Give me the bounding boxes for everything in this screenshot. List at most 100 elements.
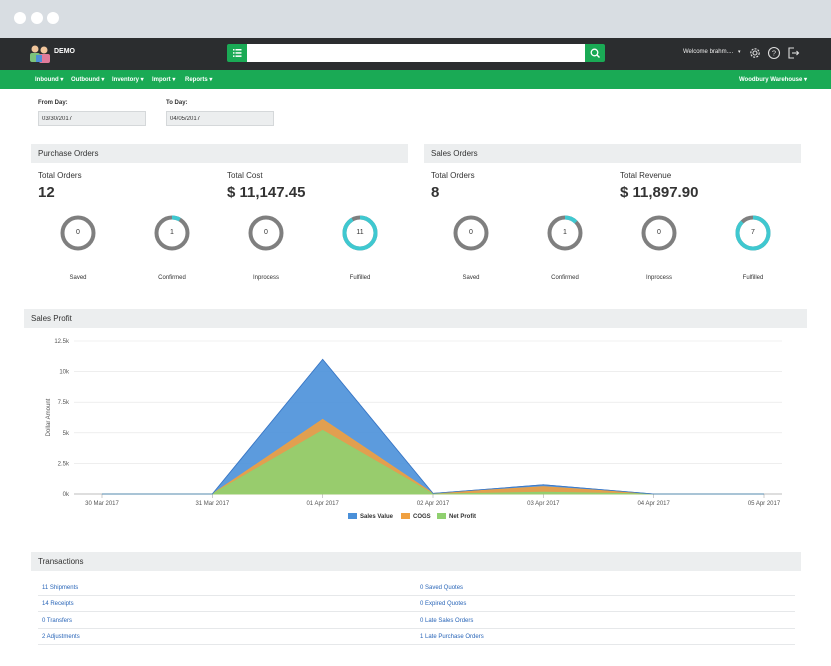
sales-orders-header: Sales Orders (424, 144, 801, 163)
table-row (38, 580, 795, 596)
transactions-title: Transactions (38, 557, 84, 566)
po-donut-inprocess[interactable]: 0 (248, 215, 284, 251)
x-tick-label: 31 Mar 2017 (195, 501, 229, 507)
top-bar: DEMO Welcome brahm.... ▾ ? (0, 38, 831, 70)
x-tick-label: 01 Apr 2017 (306, 501, 339, 507)
legend-swatch (348, 513, 357, 519)
y-tick-label: 12.5k (54, 339, 70, 345)
so-total-orders-value: 8 (431, 184, 440, 201)
donut-count: 1 (170, 229, 174, 236)
donut-count: 0 (469, 229, 473, 236)
donut-count: 1 (563, 229, 567, 236)
browser-chrome (0, 0, 831, 38)
sales-profit-chart: 0k 2.5k 5k 7.5k 10k 12.5k 30 Mar 2017 31 Mar 20… (46, 339, 782, 507)
x-tick-label: 05 Apr 2017 (748, 501, 781, 507)
to-day-label: To Day: (166, 100, 188, 106)
po-total-cost-value: $ 11,147.45 (227, 184, 306, 201)
window-dot (31, 12, 43, 24)
transaction-link[interactable]: 14 Receipts (42, 601, 74, 608)
po-donut-fulfilled[interactable]: 11 (342, 215, 378, 251)
y-tick-label: 2.5k (58, 461, 70, 467)
window-dot (14, 12, 26, 24)
chevron-down-icon[interactable]: ▾ (738, 49, 741, 55)
so-status-label: Saved (462, 275, 480, 281)
donut-count: 0 (264, 229, 268, 236)
transaction-link[interactable]: 0 Transfers (42, 617, 73, 624)
search-icon (590, 48, 600, 58)
purchase-orders-header: Purchase Orders (31, 144, 408, 163)
legend-swatch (437, 513, 446, 519)
y-tick-label: 7.5k (58, 400, 70, 406)
so-total-orders-label: Total Orders (431, 171, 475, 180)
so-donut-saved[interactable]: 0 (453, 215, 489, 251)
nav-inbound[interactable]: Inbound ▾ (35, 77, 64, 83)
list-icon (233, 49, 242, 57)
table-row (38, 629, 795, 645)
donut-count: 0 (657, 229, 661, 236)
y-tick-label: 0k (63, 492, 70, 498)
legend-item-cogs[interactable]: COGS (401, 513, 431, 520)
nav-outbound[interactable]: Outbound ▾ (71, 77, 105, 83)
search-button[interactable] (585, 44, 605, 62)
welcome-text[interactable]: Welcome brahm.... (683, 49, 734, 55)
legend-item-sales-value[interactable]: Sales Value (348, 513, 393, 520)
transaction-link[interactable]: 0 Late Sales Orders (420, 617, 474, 624)
series-area-net-profit (102, 429, 764, 495)
window-dot (47, 12, 59, 24)
settings-icon[interactable] (748, 46, 762, 60)
series-area-sales-value (102, 358, 764, 495)
transaction-link[interactable]: 11 Shipments (42, 585, 79, 591)
purchase-orders-title: Purchase Orders (38, 149, 99, 158)
so-total-revenue-value: $ 11,897.90 (620, 184, 699, 201)
x-tick-label: 30 Mar 2017 (85, 501, 119, 507)
logo-icon[interactable] (28, 41, 52, 65)
sales-orders-title: Sales Orders (431, 149, 478, 158)
donut-progress-arc (547, 215, 583, 251)
donut-progress-arc (735, 215, 771, 251)
legend-item-net-profit[interactable]: Net Profit (437, 513, 476, 520)
y-tick-label: 5k (63, 431, 70, 437)
so-donut-fulfilled[interactable]: 7 (735, 215, 771, 251)
search-input[interactable] (247, 44, 585, 62)
po-status-label: Saved (69, 275, 87, 281)
so-status-label: Fulfilled (742, 275, 764, 281)
to-day-input[interactable] (166, 111, 274, 126)
po-total-orders-value: 12 (38, 184, 55, 201)
sales-profit-title: Sales Profit (31, 314, 72, 323)
donut-count: 0 (76, 229, 80, 236)
transactions-header: Transactions (31, 552, 801, 571)
po-status-label: Inprocess (252, 275, 279, 281)
from-day-input[interactable] (38, 111, 146, 126)
from-day-label: From Day: (38, 100, 68, 106)
donut-progress-arc (342, 215, 378, 251)
search-bar (227, 44, 605, 62)
main-nav: Inbound ▾ Outbound ▾ Inventory ▾ Import … (0, 70, 831, 89)
legend-swatch (401, 513, 410, 519)
so-status-label: Inprocess (645, 275, 672, 281)
so-status-label: Confirmed (551, 275, 579, 281)
transaction-link[interactable]: 2 Adjustments (42, 633, 80, 640)
so-donut-confirmed[interactable]: 1 (547, 215, 583, 251)
warehouse-selector[interactable]: Woodbury Warehouse ▾ (739, 77, 808, 83)
po-donut-saved[interactable]: 0 (60, 215, 96, 251)
po-donut-confirmed[interactable]: 1 (154, 215, 190, 251)
y-tick-label: 10k (59, 370, 70, 376)
menu-button[interactable] (227, 44, 247, 62)
x-tick-label: 04 Apr 2017 (637, 501, 670, 507)
x-tick-label: 03 Apr 2017 (527, 501, 560, 507)
logout-icon[interactable] (786, 46, 800, 60)
so-donut-inprocess[interactable]: 0 (641, 215, 677, 251)
nav-reports[interactable]: Reports ▾ (185, 77, 213, 83)
transaction-link[interactable]: 0 Saved Quotes (420, 585, 464, 591)
table-row (38, 613, 795, 629)
nav-inventory[interactable]: Inventory ▾ (112, 77, 144, 83)
legend-label: Sales Value (360, 514, 394, 520)
svg-text:?: ? (772, 49, 776, 58)
series-line-sales-value (102, 358, 764, 495)
transaction-link[interactable]: 0 Expired Quotes (420, 601, 467, 608)
nav-import[interactable]: Import ▾ (152, 77, 176, 83)
donut-progress-arc (154, 215, 190, 251)
transaction-link[interactable]: 1 Late Purchase Orders (420, 633, 484, 640)
help-icon[interactable]: ? (767, 46, 781, 60)
series-area-cogs (102, 418, 764, 495)
